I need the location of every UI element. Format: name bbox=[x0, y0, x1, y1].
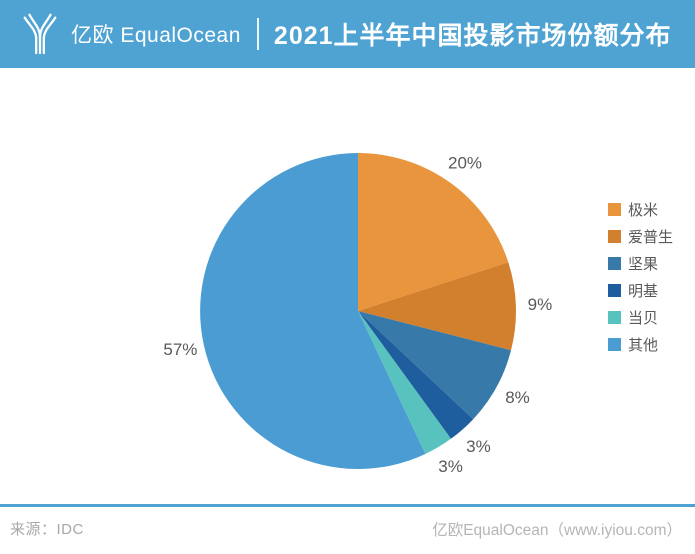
legend-swatch-icon bbox=[608, 230, 621, 243]
legend-swatch-icon bbox=[608, 338, 621, 351]
pie-slice-爱普生 bbox=[358, 262, 516, 351]
logo-text: 亿欧 EqualOcean bbox=[71, 24, 241, 47]
source-label: 来源：IDC bbox=[10, 521, 84, 538]
pie-slice-明基 bbox=[358, 311, 474, 439]
pie-percent-label-极米: 20% bbox=[448, 153, 482, 172]
header-divider bbox=[256, 18, 259, 50]
pie-slice-坚果 bbox=[358, 311, 511, 420]
legend-item-坚果: 坚果 bbox=[608, 250, 673, 277]
legend-swatch-icon bbox=[608, 203, 621, 216]
legend-label: 其他 bbox=[628, 337, 659, 354]
pie-percent-label-明基: 3% bbox=[466, 437, 491, 456]
legend-label: 坚果 bbox=[628, 256, 659, 273]
pie-percent-label-当贝: 3% bbox=[438, 457, 463, 476]
legend-item-明基: 明基 bbox=[608, 277, 673, 304]
legend-item-当贝: 当贝 bbox=[608, 304, 673, 331]
legend-swatch-icon bbox=[608, 257, 621, 270]
legend-swatch-icon bbox=[608, 284, 621, 297]
pie-slice-当贝 bbox=[358, 311, 451, 454]
pie-slice-其他 bbox=[200, 153, 426, 469]
legend-item-爱普生: 爱普生 bbox=[608, 223, 673, 250]
legend-label: 爱普生 bbox=[628, 229, 674, 246]
pie-percent-label-坚果: 8% bbox=[505, 388, 530, 407]
legend-label: 当贝 bbox=[628, 310, 659, 327]
footer-divider-line bbox=[0, 504, 695, 507]
pie-slice-极米 bbox=[358, 153, 509, 311]
legend-item-极米: 极米 bbox=[608, 196, 673, 223]
header-bar: 亿欧 EqualOcean 2021上半年中国投影市场份额分布 bbox=[0, 0, 695, 68]
legend-label: 明基 bbox=[628, 283, 659, 300]
pie-percent-label-其他: 57% bbox=[163, 340, 197, 359]
chart-legend: 极米爱普生坚果明基当贝其他 bbox=[608, 196, 673, 358]
legend-label: 极米 bbox=[628, 202, 659, 219]
pie-percent-label-爱普生: 9% bbox=[528, 295, 553, 314]
legend-item-其他: 其他 bbox=[608, 331, 673, 358]
page-title: 2021上半年中国投影市场份额分布 bbox=[273, 22, 672, 50]
legend-swatch-icon bbox=[608, 311, 621, 324]
equalocean-logo-icon bbox=[18, 8, 62, 61]
credit-label: 亿欧EqualOcean（www.iyiou.com） bbox=[432, 522, 682, 539]
